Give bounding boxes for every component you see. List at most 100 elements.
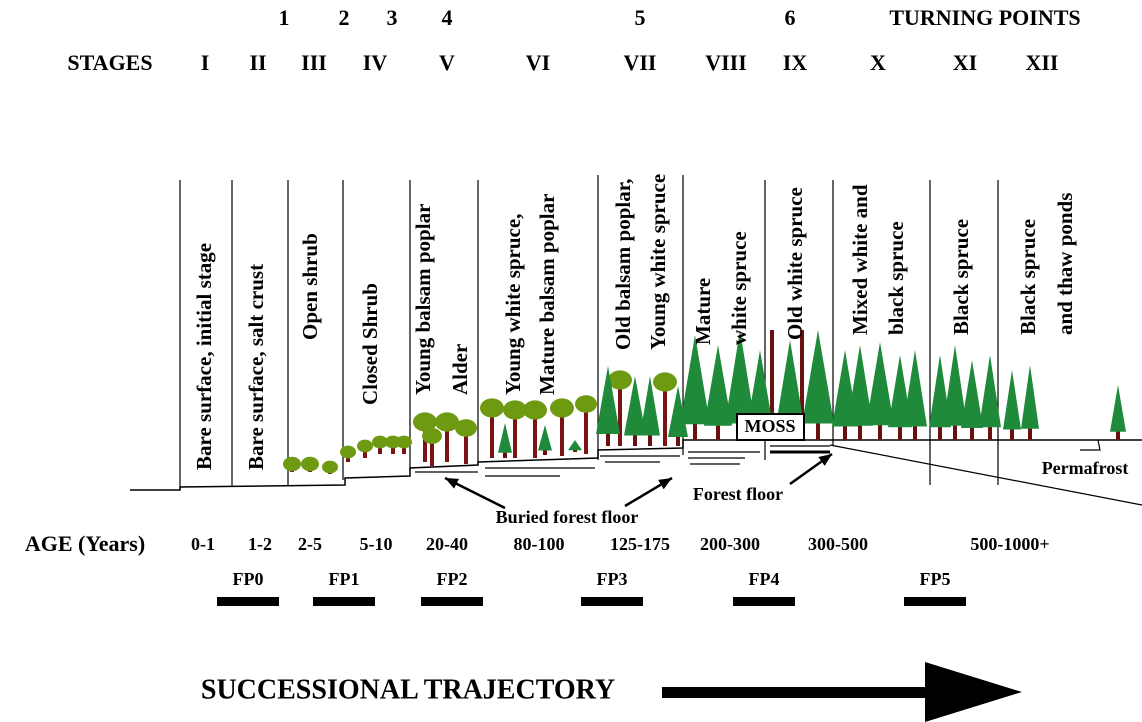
stage-description: Bare surface, initial stage	[192, 243, 216, 470]
stage-numeral: VI	[526, 50, 550, 75]
conifer	[866, 342, 894, 426]
tree-trunk	[490, 408, 494, 458]
forest-phase-bar	[581, 597, 643, 606]
stage-description: Mature balsam poplar	[535, 194, 559, 395]
conifer	[568, 440, 582, 451]
turning-point: 4	[442, 5, 453, 30]
stage-description: Open shrub	[298, 233, 322, 340]
tree-trunk	[445, 422, 449, 462]
tree-trunk	[584, 404, 588, 454]
tree-crown	[523, 400, 547, 420]
tree-crown	[575, 395, 597, 413]
conifer	[1021, 365, 1039, 429]
forest-phase-bar	[421, 597, 483, 606]
stage-description: black spruce	[884, 221, 908, 335]
stage-description: Young balsam poplar	[411, 204, 435, 395]
tree-crown	[283, 456, 301, 472]
conifer	[680, 335, 710, 425]
forest-phase-bar	[313, 597, 375, 606]
tree-trunk	[560, 408, 564, 456]
tree-trunk	[663, 382, 667, 446]
stage-numeral: III	[301, 50, 327, 75]
conifer	[776, 340, 804, 425]
forest-phase-bar	[904, 597, 966, 606]
conifer	[903, 350, 927, 427]
forest-phase-label: FP1	[329, 569, 360, 589]
conifer	[498, 423, 512, 453]
stage-description: Young white spruce	[646, 174, 670, 350]
stage-numeral: I	[201, 50, 210, 75]
snag	[800, 330, 804, 440]
conifer	[704, 345, 732, 426]
tree-crown	[340, 445, 356, 459]
tree-crown	[413, 412, 437, 432]
tree-crown	[550, 398, 574, 418]
conifer	[943, 345, 967, 426]
moss-label: MOSS	[744, 416, 795, 436]
trajectory-label: SUCCESSIONAL TRAJECTORY	[201, 674, 615, 705]
turning-points-label: TURNING POINTS	[889, 5, 1080, 30]
tree-crown	[301, 456, 319, 472]
conifer	[979, 355, 1001, 428]
conifer	[1110, 385, 1126, 432]
stages-label: STAGES	[67, 50, 152, 75]
tree-trunk	[430, 436, 434, 466]
pointer-head	[445, 478, 459, 489]
age-range: 80-100	[514, 534, 565, 554]
stage-description: Young white spruce,	[501, 214, 525, 395]
tree-trunk	[533, 410, 537, 458]
tree-crown	[503, 400, 527, 420]
conifer	[596, 366, 620, 434]
stage-numeral: V	[439, 50, 455, 75]
forest-phase-label: FP3	[597, 569, 628, 589]
conifer	[961, 360, 983, 428]
moss-box	[736, 413, 805, 441]
conifer	[747, 350, 773, 427]
stage-description: Black spruce	[949, 219, 973, 335]
age-range: 2-5	[298, 534, 322, 554]
conifer	[538, 425, 552, 451]
turning-point: 6	[785, 5, 796, 30]
turning-point: 1	[279, 5, 290, 30]
stage-numeral: XI	[953, 50, 977, 75]
stage-description: Alder	[448, 344, 472, 395]
age-range: 200-300	[700, 534, 760, 554]
stage-numeral: X	[870, 50, 886, 75]
stage-numeral: II	[249, 50, 266, 75]
forest-phase-label: FP2	[437, 569, 468, 589]
stage-description: white spruce	[727, 231, 751, 345]
age-range: 500-1000+	[970, 534, 1049, 554]
trajectory-arrowhead	[925, 662, 1022, 722]
tree-trunk	[464, 428, 468, 464]
stage-description: Old white spruce	[783, 187, 807, 340]
age-range: 1-2	[248, 534, 272, 554]
conifer	[624, 376, 646, 436]
forest-floor-label: Forest floor	[693, 484, 783, 504]
stage-description: and thaw ponds	[1053, 193, 1077, 335]
tree-crown	[322, 460, 338, 474]
tree-crown	[422, 428, 442, 444]
age-label: AGE (Years)	[25, 531, 145, 556]
age-range: 125-175	[610, 534, 670, 554]
stage-numeral: IV	[363, 50, 388, 75]
age-range: 5-10	[360, 534, 393, 554]
stage-description: Closed Shrub	[358, 283, 382, 405]
tree-trunk	[618, 380, 622, 446]
stage-numeral: IX	[783, 50, 808, 75]
tree-crown	[372, 435, 388, 449]
trajectory-shaft	[662, 687, 932, 698]
tree-trunk	[513, 410, 517, 458]
tree-crown	[435, 412, 459, 432]
forest-phase-label: FP4	[749, 569, 780, 589]
stage-description: Bare surface, salt crust	[244, 264, 268, 470]
tree-crown	[480, 398, 504, 418]
conifer	[847, 345, 873, 426]
conifer	[802, 330, 834, 424]
forest-phase-label: FP5	[920, 569, 951, 589]
tree-crown	[653, 372, 677, 392]
stage-numeral: VIII	[705, 50, 747, 75]
pointer-head	[818, 454, 832, 466]
conifer	[725, 330, 755, 424]
conifer	[1003, 370, 1021, 430]
